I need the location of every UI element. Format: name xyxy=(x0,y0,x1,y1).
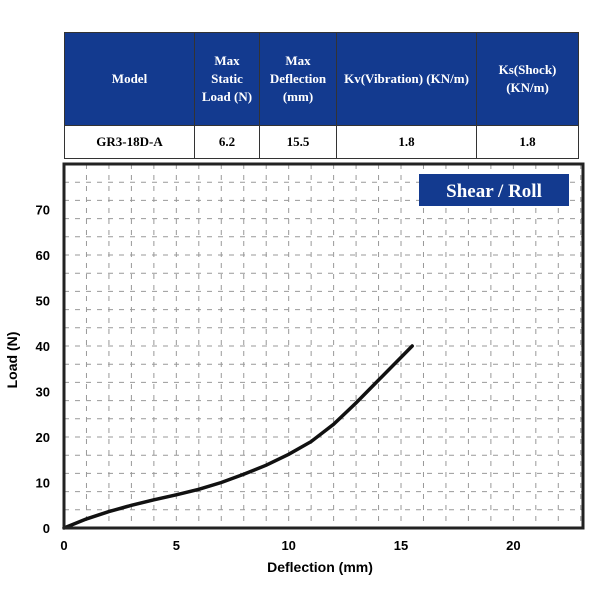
x-tick-label: 10 xyxy=(281,538,295,553)
grid xyxy=(64,164,583,528)
x-tick-label: 20 xyxy=(506,538,520,553)
plot-frame xyxy=(62,162,585,530)
header-max-static-load: Max Static Load (N) xyxy=(194,32,260,126)
series-line xyxy=(62,344,414,530)
y-axis-label: Load (N) xyxy=(4,332,20,389)
load-deflection-chart: 0 5 10 15 20 0 10 20 30 40 50 60 70 Shear / Roll Def… xyxy=(4,162,585,575)
cell-max-deflection: 15.5 xyxy=(259,125,337,159)
cell-model: GR3-18D-A xyxy=(64,125,195,159)
cell-kv: 1.8 xyxy=(336,125,477,159)
spec-table: Model Max Static Load (N) Max Deflection… xyxy=(64,32,579,159)
header-ks: Ks(Shock) (KN/m) xyxy=(476,32,579,126)
y-tick-label: 10 xyxy=(36,476,50,491)
y-tick-label: 20 xyxy=(36,430,50,445)
y-tick-label: 70 xyxy=(36,203,50,218)
x-tick-label: 15 xyxy=(394,538,408,553)
cell-max-static-load: 6.2 xyxy=(194,125,260,159)
y-tick-label: 50 xyxy=(36,294,50,309)
x-tick-label: 5 xyxy=(173,538,180,553)
x-axis-label: Deflection (mm) xyxy=(267,559,373,575)
header-kv: Kv(Vibration) (KN/m) xyxy=(336,32,477,126)
badge-label: Shear / Roll xyxy=(446,181,542,202)
y-tick-label: 40 xyxy=(36,339,50,354)
y-tick-label: 60 xyxy=(36,248,50,263)
x-tick-label: 0 xyxy=(60,538,67,553)
header-max-deflection: Max Deflection (mm) xyxy=(259,32,337,126)
y-tick-label: 0 xyxy=(43,521,50,536)
badge-box xyxy=(419,174,569,206)
header-model: Model xyxy=(64,32,195,126)
cell-ks: 1.8 xyxy=(476,125,579,159)
y-tick-label: 30 xyxy=(36,385,50,400)
